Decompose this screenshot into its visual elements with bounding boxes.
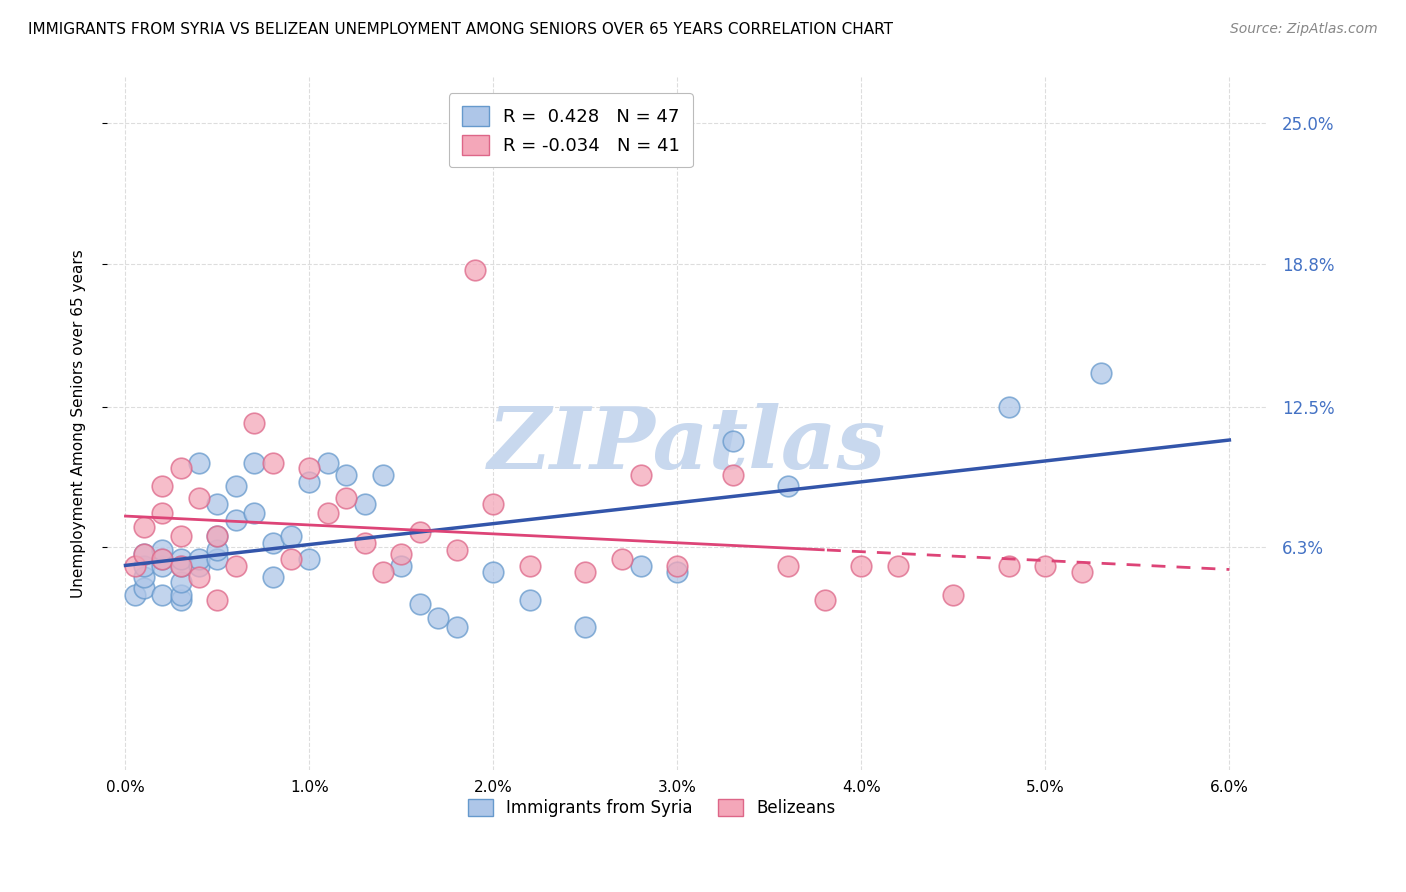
Point — [721, 434, 744, 448]
Point — [519, 592, 541, 607]
Point — [482, 497, 505, 511]
Point — [630, 467, 652, 482]
Point — [169, 551, 191, 566]
Point — [353, 497, 375, 511]
Point — [124, 558, 146, 573]
Point — [666, 566, 689, 580]
Point — [150, 551, 173, 566]
Point — [409, 597, 432, 611]
Text: Source: ZipAtlas.com: Source: ZipAtlas.com — [1230, 22, 1378, 37]
Legend: Immigrants from Syria, Belizeans: Immigrants from Syria, Belizeans — [461, 792, 842, 824]
Text: IMMIGRANTS FROM SYRIA VS BELIZEAN UNEMPLOYMENT AMONG SENIORS OVER 65 YEARS CORRE: IMMIGRANTS FROM SYRIA VS BELIZEAN UNEMPL… — [28, 22, 893, 37]
Point — [887, 558, 910, 573]
Point — [427, 611, 450, 625]
Point — [262, 457, 284, 471]
Point — [1035, 558, 1057, 573]
Point — [132, 558, 155, 573]
Point — [997, 400, 1019, 414]
Point — [446, 620, 468, 634]
Point — [188, 551, 211, 566]
Point — [150, 542, 173, 557]
Point — [298, 475, 321, 489]
Point — [371, 467, 394, 482]
Point — [188, 491, 211, 505]
Point — [132, 547, 155, 561]
Point — [612, 551, 634, 566]
Point — [132, 547, 155, 561]
Point — [464, 263, 486, 277]
Point — [207, 551, 229, 566]
Point — [335, 491, 357, 505]
Point — [169, 558, 191, 573]
Point — [262, 536, 284, 550]
Point — [353, 536, 375, 550]
Point — [335, 467, 357, 482]
Point — [207, 529, 229, 543]
Point — [574, 620, 596, 634]
Point — [942, 588, 965, 602]
Point — [243, 457, 266, 471]
Point — [721, 467, 744, 482]
Point — [150, 507, 173, 521]
Point — [169, 529, 191, 543]
Point — [298, 551, 321, 566]
Point — [132, 570, 155, 584]
Point — [316, 457, 339, 471]
Point — [207, 529, 229, 543]
Point — [169, 558, 191, 573]
Point — [776, 479, 799, 493]
Point — [776, 558, 799, 573]
Point — [207, 592, 229, 607]
Point — [132, 520, 155, 534]
Point — [482, 566, 505, 580]
Text: ZIPatlas: ZIPatlas — [488, 403, 886, 486]
Point — [298, 461, 321, 475]
Point — [225, 513, 247, 527]
Point — [280, 551, 302, 566]
Point — [997, 558, 1019, 573]
Point — [574, 566, 596, 580]
Point — [225, 479, 247, 493]
Point — [169, 592, 191, 607]
Point — [243, 507, 266, 521]
Point — [519, 558, 541, 573]
Point — [169, 588, 191, 602]
Point — [225, 558, 247, 573]
Point — [124, 588, 146, 602]
Point — [409, 524, 432, 539]
Point — [666, 558, 689, 573]
Point — [813, 592, 835, 607]
Point — [188, 570, 211, 584]
Point — [150, 558, 173, 573]
Point — [391, 547, 413, 561]
Point — [207, 497, 229, 511]
Point — [188, 558, 211, 573]
Point — [150, 479, 173, 493]
Point — [391, 558, 413, 573]
Point — [446, 542, 468, 557]
Point — [1071, 566, 1094, 580]
Point — [371, 566, 394, 580]
Point — [280, 529, 302, 543]
Point — [150, 588, 173, 602]
Point — [169, 574, 191, 589]
Point — [1090, 366, 1112, 380]
Point — [169, 461, 191, 475]
Point — [630, 558, 652, 573]
Point — [851, 558, 873, 573]
Point — [316, 507, 339, 521]
Point — [132, 582, 155, 596]
Point — [188, 457, 211, 471]
Point — [262, 570, 284, 584]
Point — [150, 551, 173, 566]
Point — [243, 416, 266, 430]
Y-axis label: Unemployment Among Seniors over 65 years: Unemployment Among Seniors over 65 years — [72, 250, 86, 599]
Point — [207, 542, 229, 557]
